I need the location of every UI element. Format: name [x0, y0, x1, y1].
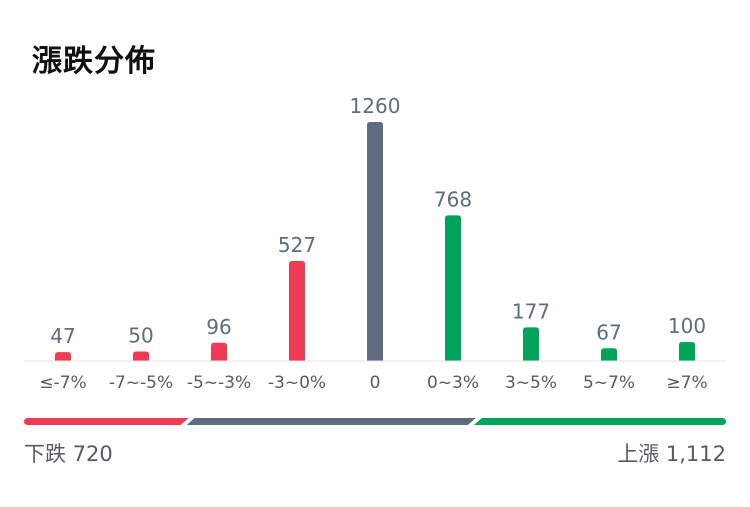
bar-value-label: 100 — [668, 314, 706, 338]
category-tick-label: ≤-7% — [39, 373, 86, 393]
bar-value-label: 50 — [128, 324, 153, 348]
bar-value-label: 177 — [512, 299, 550, 323]
ratio-bar-flat — [186, 418, 476, 425]
bar-value-label: 67 — [596, 320, 621, 344]
bar-value-label: 47 — [50, 324, 75, 348]
bar-4 — [367, 122, 383, 361]
category-tick-label: -7~-5% — [109, 373, 173, 393]
down-summary: 下跌 720 — [24, 442, 113, 466]
ratio-bar-down — [24, 418, 189, 425]
bars-group: 47 50 96 527 1260 768 177 67 100 — [50, 94, 706, 361]
category-tick-label: 5~7% — [583, 373, 635, 393]
up-summary: 上漲 1,112 — [617, 442, 726, 466]
ratio-bar — [24, 418, 726, 425]
bar-value-label: 527 — [278, 233, 316, 257]
bar-8 — [679, 342, 695, 361]
category-tick-label: ≥7% — [666, 373, 707, 393]
category-tick-label: -3~0% — [268, 373, 326, 393]
bar-6 — [523, 327, 539, 361]
chart-title: 漲跌分佈 — [32, 44, 156, 79]
bar-5 — [445, 215, 461, 361]
ratio-bar-up — [473, 418, 726, 425]
bar-value-label: 96 — [206, 315, 231, 339]
tick-labels-group: ≤-7% -7~-5% -5~-3% -3~0% 0 0~3% 3~5% 5~7% ≥7% — [39, 373, 707, 393]
category-tick-label: -5~-3% — [187, 373, 251, 393]
bar-3 — [289, 261, 305, 361]
bar-1 — [133, 351, 149, 361]
bar-value-label: 1260 — [350, 94, 401, 118]
bar-7 — [601, 348, 617, 361]
bar-value-label: 768 — [434, 187, 472, 211]
category-tick-label: 3~5% — [505, 373, 557, 393]
bar-0 — [55, 352, 71, 361]
bar-2 — [211, 342, 227, 361]
category-tick-label: 0~3% — [427, 373, 479, 393]
category-tick-label: 0 — [370, 373, 381, 393]
